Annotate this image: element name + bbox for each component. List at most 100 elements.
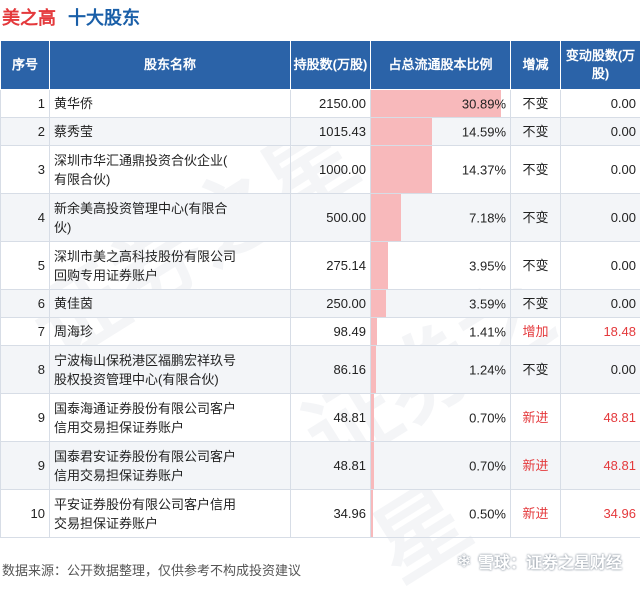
col-header-shares-label: 持股数(万股) (294, 57, 368, 72)
shares-cell: 86.16 (291, 346, 371, 394)
holder-name-cell: 深圳市华汇通鼎投资合伙企业(有限合伙) (50, 146, 291, 194)
ratio-bar (371, 490, 373, 537)
change-cell: 新进 (511, 442, 561, 490)
delta-cell: 0.00 (561, 194, 640, 242)
holder-name-line: 黄佳茵 (54, 294, 286, 313)
delta-cell: 0.00 (561, 242, 640, 290)
ratio-bar (371, 118, 432, 145)
shares-cell: 1015.43 (291, 118, 371, 146)
shares-cell: 500.00 (291, 194, 371, 242)
change-cell: 不变 (511, 146, 561, 194)
ratio-bar (371, 290, 386, 317)
holder-name-cell: 平安证券股份有限公司客户信用交易担保证券账户 (50, 490, 291, 538)
change-cell: 新进 (511, 490, 561, 538)
change-cell: 不变 (511, 346, 561, 394)
ratio-text: 30.89% (462, 94, 506, 113)
holder-name-line: 平安证券股份有限公司客户信用 (54, 495, 286, 514)
col-header-delta: 变动股数(万股) (561, 41, 640, 90)
snowball-icon: ❄ (454, 551, 474, 571)
change-cell: 不变 (511, 290, 561, 318)
holder-name-cell: 黄华侨 (50, 90, 291, 118)
col-header-name: 股东名称 (50, 41, 291, 90)
title-bar: 美之高 十大股东 (0, 0, 640, 34)
col-header-rank: 序号 (1, 41, 50, 90)
delta-cell: 0.00 (561, 290, 640, 318)
delta-cell: 0.00 (561, 90, 640, 118)
ratio-cell: 1.24% (371, 346, 511, 394)
ratio-cell: 30.89% (371, 90, 511, 118)
ratio-text: 3.59% (469, 294, 506, 313)
ratio-bar (371, 194, 401, 241)
change-cell: 新进 (511, 394, 561, 442)
ratio-text: 1.41% (469, 322, 506, 341)
delta-cell: 48.81 (561, 442, 640, 490)
shares-cell: 250.00 (291, 290, 371, 318)
holder-name-cell: 深圳市美之高科技股份有限公司回购专用证券账户 (50, 242, 291, 290)
rank-cell: 2 (1, 118, 50, 146)
holder-name-line: 宁波梅山保税港区福鹏宏祥玖号 (54, 351, 286, 370)
ratio-cell: 14.59% (371, 118, 511, 146)
ratio-bar (371, 346, 376, 393)
delta-cell: 18.48 (561, 318, 640, 346)
col-header-change: 增减 (511, 41, 561, 90)
data-source-note: 数据来源：公开数据整理，仅供参考不构成投资建议 (2, 560, 301, 579)
holder-name-line: 黄华侨 (54, 94, 286, 113)
holder-name-line: 新余美高投资管理中心(有限合 (54, 199, 286, 218)
ratio-text: 3.95% (469, 256, 506, 275)
ratio-cell: 0.70% (371, 442, 511, 490)
holder-name-line: 深圳市美之高科技股份有限公司 (54, 247, 286, 266)
change-cell: 增加 (511, 318, 561, 346)
ratio-cell: 3.59% (371, 290, 511, 318)
holder-name-line: 国泰君安证券股份有限公司客户 (54, 447, 286, 466)
holder-name-line: 回购专用证券账户 (54, 266, 286, 285)
ratio-text: 0.50% (469, 504, 506, 523)
holder-name-line: 国泰海通证券股份有限公司客户 (54, 399, 286, 418)
holder-name-line: 交易担保证券账户 (54, 514, 286, 533)
rank-cell: 10 (1, 490, 50, 538)
delta-cell: 0.00 (561, 146, 640, 194)
ratio-text: 14.59% (462, 122, 506, 141)
delta-cell: 0.00 (561, 118, 640, 146)
ratio-cell: 0.70% (371, 394, 511, 442)
rank-cell: 8 (1, 346, 50, 394)
table-header-row: 序号 股东名称 持股数(万股) 占总流通股本比例 增减 变动股数(万股) (1, 41, 640, 90)
ratio-bar (371, 318, 377, 345)
holder-name-line: 信用交易担保证券账户 (54, 466, 286, 485)
holder-name-line: 周海珍 (54, 322, 286, 341)
rank-cell: 9 (1, 442, 50, 490)
change-cell: 不变 (511, 90, 561, 118)
holder-name-line: 伙) (54, 218, 286, 237)
ratio-bar (371, 146, 432, 193)
rank-cell: 7 (1, 318, 50, 346)
shares-cell: 98.49 (291, 318, 371, 346)
brand-watermark: ❄ 雪球：证券之星财经 (454, 549, 622, 573)
col-header-shares: 持股数(万股) (291, 41, 371, 90)
holder-name-cell: 黄佳茵 (50, 290, 291, 318)
ratio-bar (371, 442, 374, 489)
rank-cell: 4 (1, 194, 50, 242)
delta-cell: 48.81 (561, 394, 640, 442)
rank-cell: 1 (1, 90, 50, 118)
delta-cell: 0.00 (561, 346, 640, 394)
ratio-cell: 0.50% (371, 490, 511, 538)
ratio-cell: 14.37% (371, 146, 511, 194)
holder-name-cell: 宁波梅山保税港区福鹏宏祥玖号股权投资管理中心(有限合伙) (50, 346, 291, 394)
ratio-cell: 3.95% (371, 242, 511, 290)
brand-text: 雪球：证券之星财经 (478, 549, 622, 573)
ratio-text: 7.18% (469, 208, 506, 227)
shares-cell: 2150.00 (291, 90, 371, 118)
ratio-text: 0.70% (469, 456, 506, 475)
ratio-cell: 7.18% (371, 194, 511, 242)
holder-name-cell: 蔡秀莹 (50, 118, 291, 146)
ratio-bar (371, 394, 374, 441)
col-header-ratio: 占总流通股本比例 (371, 41, 511, 90)
